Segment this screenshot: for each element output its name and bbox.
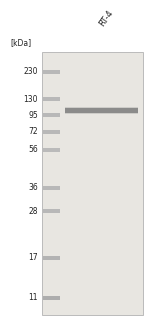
Bar xyxy=(42,52,143,315)
Text: 56: 56 xyxy=(28,145,38,154)
Bar xyxy=(43,130,60,134)
Text: 230: 230 xyxy=(24,68,38,77)
Bar xyxy=(43,70,60,74)
Text: 17: 17 xyxy=(28,254,38,263)
Bar xyxy=(65,108,138,112)
Text: 28: 28 xyxy=(28,206,38,215)
Bar xyxy=(43,209,60,213)
Text: 130: 130 xyxy=(24,95,38,103)
Bar xyxy=(43,186,60,190)
Bar xyxy=(43,113,60,117)
Bar xyxy=(43,256,60,260)
Text: RT-4: RT-4 xyxy=(98,8,115,28)
Text: 95: 95 xyxy=(28,110,38,120)
Text: 72: 72 xyxy=(28,128,38,137)
Bar xyxy=(43,296,60,300)
Bar xyxy=(43,97,60,101)
Bar xyxy=(43,148,60,152)
Text: 11: 11 xyxy=(28,294,38,303)
Bar xyxy=(65,107,138,113)
Text: 36: 36 xyxy=(28,183,38,193)
Text: [kDa]: [kDa] xyxy=(10,38,31,47)
